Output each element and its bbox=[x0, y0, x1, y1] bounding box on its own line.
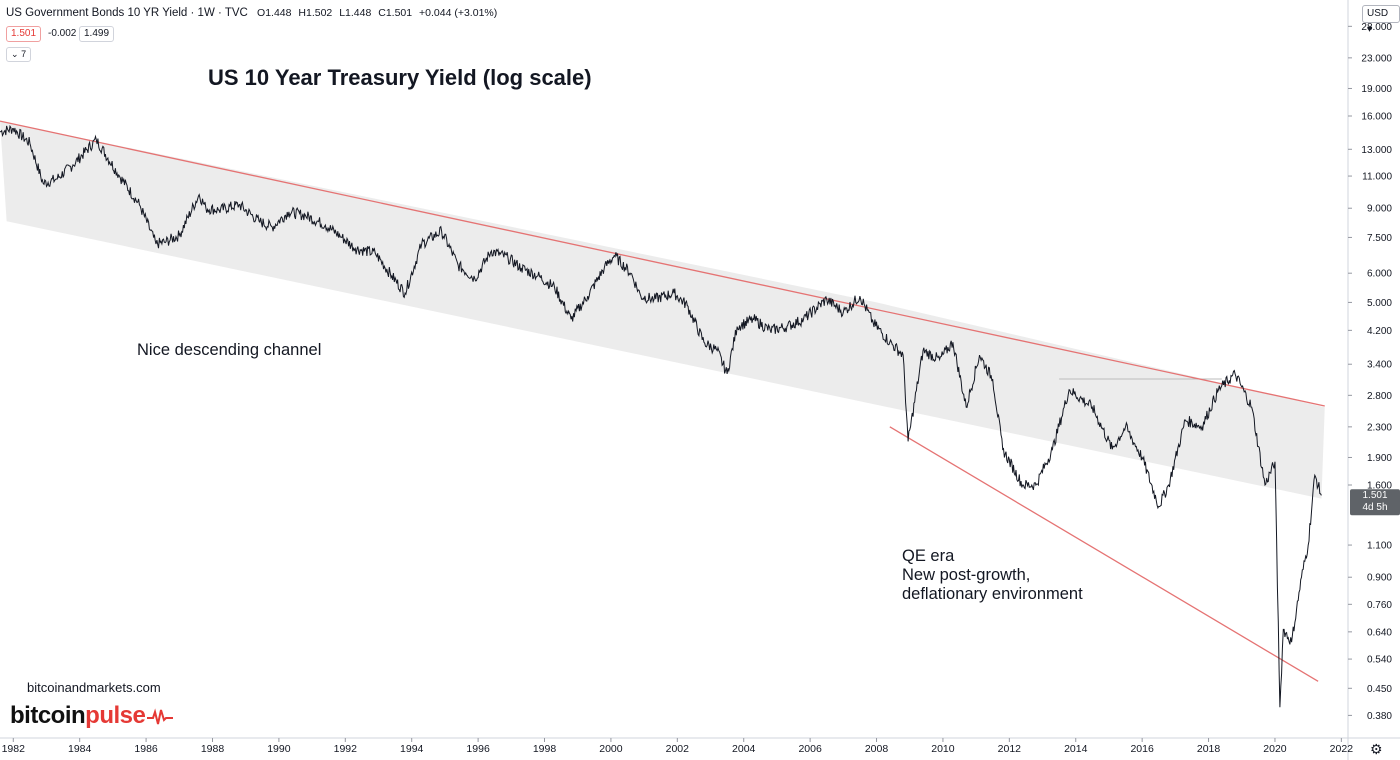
x-tick-label: 1982 bbox=[2, 743, 26, 755]
change-value: +0.044 (+3.01%) bbox=[419, 7, 498, 19]
y-tick-label: 5.000 bbox=[1367, 298, 1392, 309]
bar-countdown: 4d 5h bbox=[1362, 502, 1388, 514]
x-tick-label: 2014 bbox=[1064, 743, 1088, 755]
y-tick-label: 0.760 bbox=[1367, 600, 1392, 611]
last-price-tag: 1.501 bbox=[1362, 490, 1388, 502]
y-tick-label: 0.380 bbox=[1367, 711, 1392, 722]
y-tick-label: 16.000 bbox=[1361, 112, 1392, 123]
x-tick-label: 1992 bbox=[334, 743, 358, 755]
y-tick-label: 0.900 bbox=[1367, 573, 1392, 584]
x-tick-label: 1984 bbox=[68, 743, 92, 755]
y-tick-label: 23.000 bbox=[1361, 53, 1392, 64]
open-value: O1.448 bbox=[257, 7, 292, 19]
y-tick-label: 0.640 bbox=[1367, 627, 1392, 638]
y-tick-label: 9.000 bbox=[1367, 204, 1392, 215]
high-value: H1.502 bbox=[298, 7, 333, 19]
y-tick-label: 1.100 bbox=[1367, 541, 1392, 552]
buy-price-pill[interactable]: 1.499 bbox=[79, 26, 115, 42]
x-tick-label: 2022 bbox=[1330, 743, 1354, 755]
spread-value: -0.002 bbox=[48, 28, 77, 39]
currency-label: USD bbox=[1367, 8, 1389, 19]
logo-text-bitcoin: bitcoin bbox=[10, 702, 86, 729]
logo-text-pulse: pulse bbox=[85, 702, 146, 729]
y-tick-label: 28.000 bbox=[1361, 22, 1392, 33]
qe-note-line-3: deflationary environment bbox=[902, 585, 1083, 603]
y-tick-label: 6.000 bbox=[1367, 269, 1392, 280]
sell-price-pill[interactable]: 1.501 bbox=[6, 26, 42, 42]
x-tick-label: 2006 bbox=[798, 743, 822, 755]
qe-note-line-2: New post-growth, bbox=[902, 566, 1031, 584]
y-tick-label: 11.000 bbox=[1362, 172, 1392, 183]
indicator-count: 7 bbox=[21, 49, 27, 59]
site-url: bitcoinandmarkets.com bbox=[27, 680, 161, 695]
y-tick-label: 3.400 bbox=[1367, 360, 1392, 371]
lower-trendline bbox=[889, 426, 1319, 682]
y-tick-label: 2.300 bbox=[1367, 422, 1392, 433]
qe-note-line-1: QE era bbox=[902, 547, 955, 565]
y-tick-label: 7.500 bbox=[1367, 233, 1392, 244]
channel-fill bbox=[0, 121, 1325, 499]
x-tick-label: 2008 bbox=[865, 743, 889, 755]
symbol-header: US Government Bonds 10 YR Yield · 1W · T… bbox=[6, 7, 501, 19]
x-tick-label: 2020 bbox=[1263, 743, 1287, 755]
close-value: C1.501 bbox=[378, 7, 413, 19]
x-tick-label: 2004 bbox=[732, 743, 756, 755]
x-tick-label: 1996 bbox=[466, 743, 490, 755]
bitcoinpulse-logo: bitcoinpulse bbox=[10, 702, 174, 730]
x-tick-label: 2012 bbox=[998, 743, 1022, 755]
x-tick-label: 2010 bbox=[931, 743, 955, 755]
x-tick-label: 1994 bbox=[400, 743, 424, 755]
symbol-title[interactable]: US Government Bonds 10 YR Yield · 1W · T… bbox=[6, 7, 248, 19]
heartbeat-icon bbox=[147, 708, 174, 724]
x-tick-label: 1986 bbox=[134, 743, 158, 755]
y-tick-label: 1.900 bbox=[1367, 453, 1392, 464]
y-tick-label: 4.200 bbox=[1367, 326, 1392, 337]
x-tick-label: 1990 bbox=[267, 743, 291, 755]
yield-series-line bbox=[0, 124, 1322, 708]
x-tick-label: 2002 bbox=[666, 743, 690, 755]
chart-title: US 10 Year Treasury Yield (log scale) bbox=[208, 65, 592, 90]
y-tick-label: 1.600 bbox=[1367, 481, 1392, 492]
chevron-down-icon: ▾ bbox=[1367, 24, 1373, 35]
x-tick-label: 1988 bbox=[201, 743, 225, 755]
y-tick-label: 0.540 bbox=[1367, 655, 1392, 666]
y-tick-label: 13.000 bbox=[1361, 145, 1392, 156]
upper-trendline bbox=[0, 120, 1325, 407]
currency-selector[interactable]: USD ▾ bbox=[1362, 5, 1400, 35]
low-value: L1.448 bbox=[339, 7, 372, 19]
y-tick-label: 19.000 bbox=[1361, 84, 1392, 95]
x-tick-label: 2018 bbox=[1197, 743, 1221, 755]
last-price-tag-bg bbox=[1350, 489, 1400, 516]
y-tick-label: 2.800 bbox=[1367, 391, 1392, 402]
qe-note: QE era New post-growth, deflationary env… bbox=[902, 547, 1083, 604]
x-tick-label: 1998 bbox=[533, 743, 557, 755]
channel-note: Nice descending channel bbox=[137, 341, 322, 359]
chevron-down-icon: ⌄ bbox=[11, 49, 19, 59]
x-tick-label: 2000 bbox=[599, 743, 623, 755]
indicators-collapse-button[interactable]: ⌄ 7 bbox=[6, 47, 32, 62]
gear-icon[interactable]: ⚙ bbox=[1370, 741, 1383, 757]
y-tick-label: 0.450 bbox=[1367, 684, 1392, 695]
x-tick-label: 2016 bbox=[1130, 743, 1154, 755]
